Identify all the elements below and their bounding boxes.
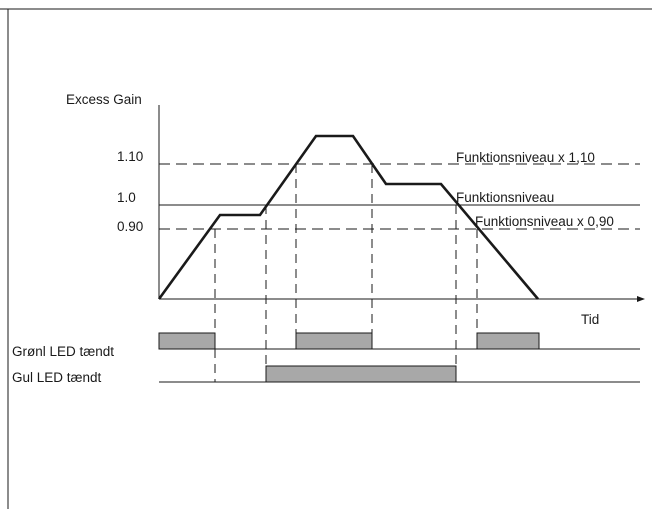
level-description-100: Funktionsniveau — [456, 190, 554, 205]
tick-label-100: 1.0 — [117, 190, 136, 205]
green-led-pulse — [158, 332, 216, 350]
x-axis-label: Tid — [581, 312, 599, 327]
x-axis-arrow — [637, 296, 645, 302]
tick-label-090: 0.90 — [117, 219, 143, 234]
signal-label-green: Grønl LED tændt — [12, 344, 114, 359]
green-led-pulse — [295, 332, 373, 350]
level-description-110: Funktionsniveau x 1,10 — [456, 150, 595, 165]
y-axis-label: Excess Gain — [66, 92, 142, 107]
yellow-led-pulse — [265, 365, 457, 383]
excess-gain-curve — [157, 134, 539, 300]
tick-label-110: 1.10 — [117, 149, 143, 164]
green-led-pulse — [476, 332, 540, 350]
signal-label-yellow: Gul LED tændt — [12, 370, 102, 385]
level-description-090: Funktionsniveau x 0,90 — [475, 214, 614, 229]
